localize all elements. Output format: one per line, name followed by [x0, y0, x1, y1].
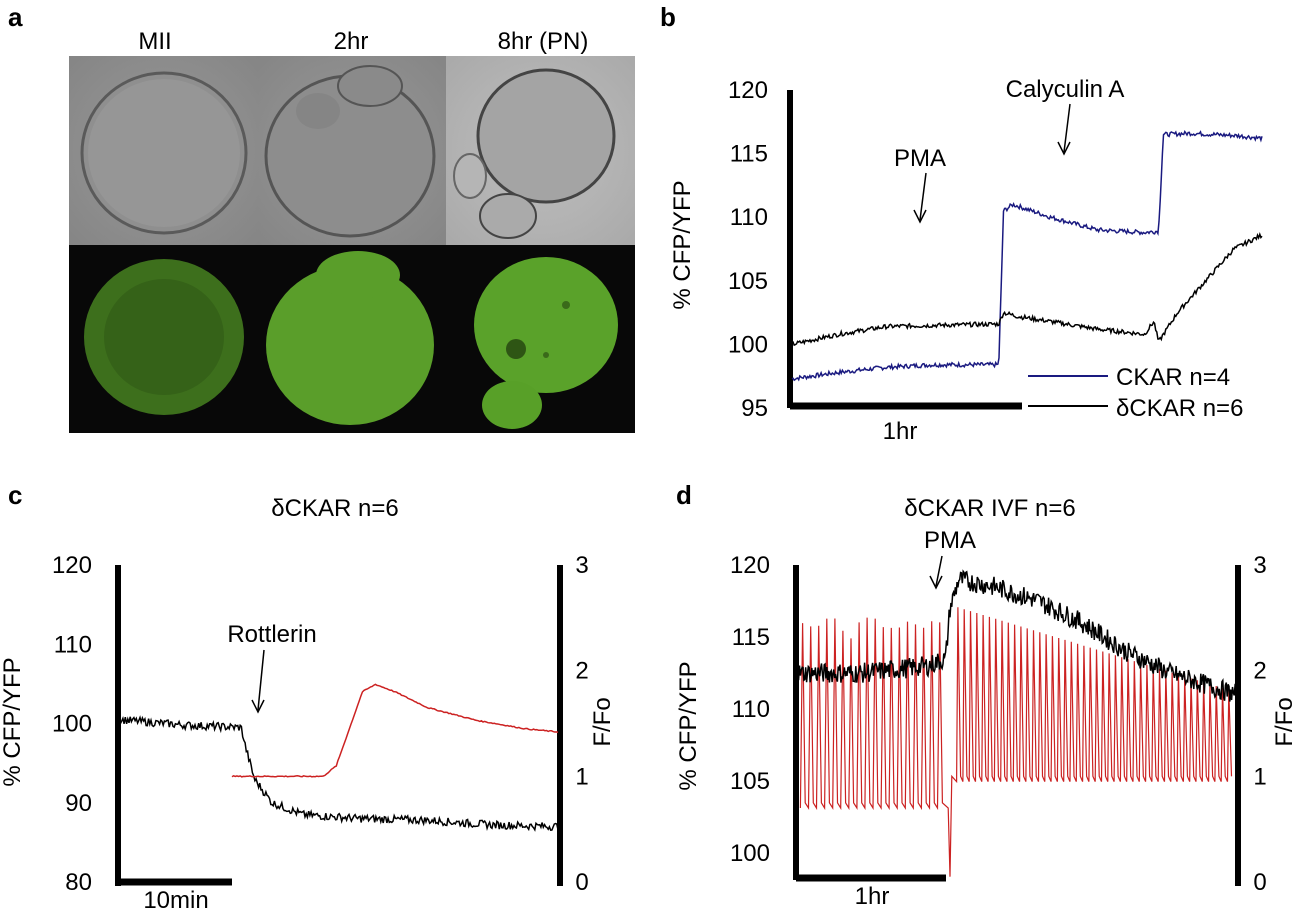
chart-b-annotation-calyculin: Calyculin A: [1006, 76, 1125, 103]
arrow-down-icon: [1057, 103, 1071, 156]
chart-d-y-tick-115: 115: [732, 624, 770, 651]
panel-d-letter: d: [676, 480, 692, 510]
chart-b-y-tick-115: 115: [730, 141, 768, 168]
chart-c-ylabel: % CFP/YFP: [0, 657, 26, 786]
chart-c-series-cfp-yfp: [117, 715, 559, 832]
chart-b: 95 100 105 110 115 120 % CFP/YFP 1hr PMA Caly…: [669, 76, 1263, 445]
chart-c-annotation-rottlerin: Rottlerin: [227, 621, 316, 648]
chart-c: δCKAR n=6 80 90 100 110 120 0 1 2 3 % CFP/YFP F…: [0, 495, 616, 911]
chart-d-y-tick-120: 120: [730, 552, 770, 579]
chart-c-title: δCKAR n=6: [271, 495, 398, 522]
chart-b-y-tick-100: 100: [728, 331, 768, 358]
chart-b-series-ckar: [791, 130, 1263, 382]
legend-label-ckar: CKAR n=4: [1116, 364, 1230, 391]
chart-c-y-tick-80: 80: [65, 869, 92, 896]
chart-d-y2-tick-1: 1: [1253, 763, 1266, 790]
column-label-8hr: 8hr (PN): [497, 28, 589, 55]
chart-c-y2-tick-0: 0: [575, 869, 588, 896]
column-label-2hr: 2hr: [333, 28, 369, 55]
micrograph-8hr-brightfield: [446, 56, 635, 245]
chart-c-y-tick-90: 90: [65, 790, 92, 817]
panel-c-letter: c: [8, 480, 23, 510]
arrow-down-icon: [251, 649, 265, 714]
chart-d-y2label: F/Fo: [1271, 697, 1298, 746]
legend-label-dckar: δCKAR n=6: [1116, 395, 1243, 422]
chart-c-y-tick-110: 110: [54, 631, 92, 658]
chart-b-y-tick-105: 105: [728, 268, 768, 295]
chart-b-y-tick-110: 110: [730, 204, 768, 231]
micrograph-grid: [69, 56, 635, 433]
chart-b-scale-bar-label: 1hr: [883, 418, 918, 445]
chart-d-y2-tick-2: 2: [1253, 658, 1266, 685]
chart-d-scale-bar-label: 1hr: [855, 883, 890, 910]
chart-d-y-tick-105: 105: [730, 768, 770, 795]
chart-b-y-tick-120: 120: [728, 77, 768, 104]
chart-d: δCKAR IVF n=6 100 105 110 115 120 0 1 2 3 % CFP…: [675, 495, 1298, 910]
chart-b-series-dckar: [791, 231, 1263, 347]
micrograph-mii-fluorescence: [69, 245, 258, 433]
panel-a-letter: a: [8, 2, 23, 32]
chart-c-series-f-fo: [231, 683, 559, 778]
arrow-down-icon: [913, 172, 927, 224]
arrow-down-icon: [929, 555, 943, 590]
micrograph-2hr-brightfield: [258, 56, 446, 245]
chart-b-ylabel: % CFP/YFP: [669, 180, 696, 309]
chart-c-y-tick-120: 120: [52, 552, 92, 579]
micrograph-8hr-fluorescence: [446, 245, 635, 433]
chart-d-series-f-fo: [799, 607, 1233, 877]
chart-b-annotation-pma: PMA: [894, 145, 946, 172]
chart-d-ylabel: % CFP/YFP: [675, 661, 702, 790]
chart-d-y2-tick-3: 3: [1253, 552, 1266, 579]
chart-d-y-tick-110: 110: [732, 696, 770, 723]
panel-b-letter: b: [660, 2, 676, 32]
chart-c-y2-tick-2: 2: [575, 658, 588, 685]
chart-c-scale-bar-label: 10min: [143, 887, 208, 911]
chart-d-series-cfp-yfp: [795, 569, 1237, 702]
chart-c-y-tick-100: 100: [52, 711, 92, 738]
column-label-mii: MII: [138, 28, 172, 55]
micrograph-mii-brightfield: [69, 56, 258, 245]
chart-d-annotation-pma: PMA: [924, 527, 976, 554]
chart-d-title: δCKAR IVF n=6: [904, 495, 1075, 522]
chart-b-y-tick-95: 95: [741, 395, 768, 422]
chart-c-y2label: F/Fo: [589, 697, 616, 746]
micrograph-2hr-fluorescence: [258, 245, 446, 433]
chart-d-y-tick-100: 100: [730, 840, 770, 867]
chart-c-y2-tick-3: 3: [575, 552, 588, 579]
chart-d-y2-tick-0: 0: [1253, 869, 1266, 896]
chart-c-y2-tick-1: 1: [575, 763, 588, 790]
chart-b-yticks: 95 100 105 110 115 120: [728, 77, 768, 422]
